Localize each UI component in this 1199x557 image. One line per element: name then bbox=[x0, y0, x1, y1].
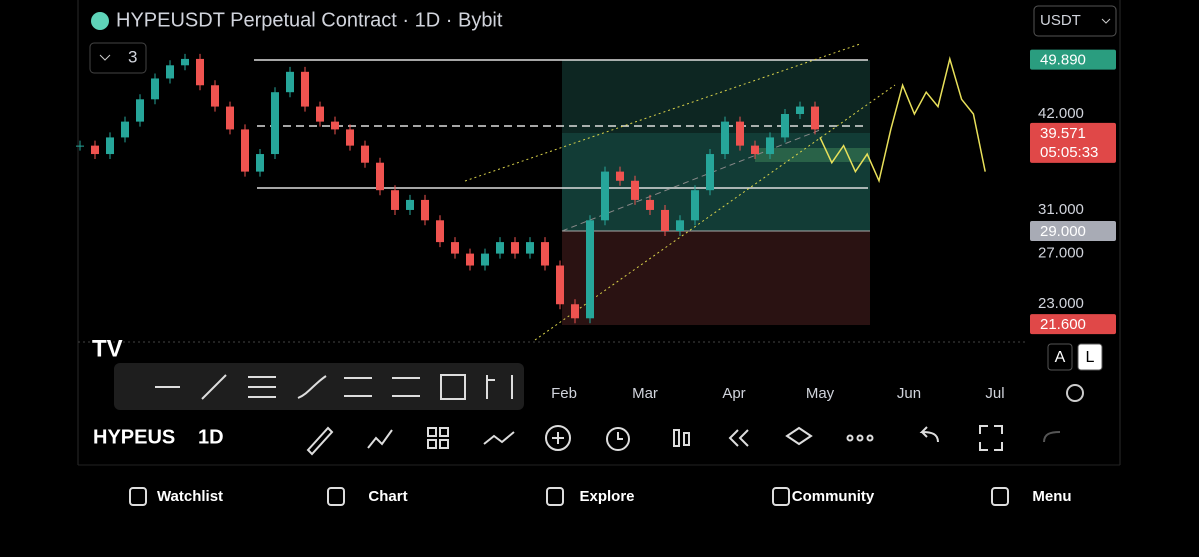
candle-body bbox=[451, 242, 459, 254]
candle-body bbox=[421, 199, 429, 221]
candle-body bbox=[316, 106, 324, 122]
candle-body bbox=[631, 180, 639, 200]
candle-body bbox=[196, 58, 204, 86]
price-label-text: 29.000 bbox=[1040, 223, 1086, 240]
x-tick-label: Jun bbox=[897, 385, 921, 402]
chart-title: HYPEUSDT Perpetual Contract · 1D · Bybit bbox=[116, 9, 503, 31]
candle-body bbox=[466, 253, 474, 266]
y-tick-label: 27.000 bbox=[1038, 245, 1084, 262]
nav-icon[interactable] bbox=[129, 487, 147, 506]
price-label-text: 49.890 bbox=[1040, 52, 1086, 69]
candle-body bbox=[706, 154, 714, 191]
candle-body bbox=[391, 190, 399, 210]
candle-body bbox=[811, 106, 819, 130]
candle-body bbox=[121, 121, 129, 138]
candle-body bbox=[676, 220, 684, 232]
candle-body bbox=[481, 253, 489, 266]
candle-body bbox=[601, 171, 609, 221]
nav-item[interactable]: Community bbox=[792, 488, 875, 505]
indicator-toggle[interactable] bbox=[89, 42, 147, 74]
candle-body bbox=[346, 129, 354, 146]
candle-body bbox=[721, 121, 729, 155]
candle-body bbox=[526, 242, 534, 254]
candle-body bbox=[751, 145, 759, 155]
price-label bbox=[1030, 221, 1116, 242]
candle-body bbox=[76, 145, 84, 147]
candle-body bbox=[226, 106, 234, 130]
candle-body bbox=[256, 154, 264, 172]
price-label bbox=[1030, 49, 1116, 70]
candle-body bbox=[241, 129, 249, 172]
candle-body bbox=[361, 145, 369, 163]
x-tick-label: Apr bbox=[722, 385, 745, 402]
x-tick-label: May bbox=[806, 385, 835, 402]
drawing-toolbar bbox=[114, 363, 524, 410]
nav-item[interactable]: Explore bbox=[579, 488, 634, 505]
interval[interactable]: 1D bbox=[198, 426, 224, 448]
nav-item[interactable]: Menu bbox=[1032, 488, 1071, 505]
candle-body bbox=[271, 92, 279, 155]
logo: TV bbox=[92, 335, 123, 362]
nav-icon[interactable] bbox=[991, 487, 1009, 506]
candle-body bbox=[766, 137, 774, 155]
price-label-text: 39.571 bbox=[1040, 125, 1086, 142]
candle-body bbox=[286, 71, 294, 93]
candle-body bbox=[106, 137, 114, 155]
candle-body bbox=[736, 121, 744, 146]
x-tick-label: Jul bbox=[985, 385, 1004, 402]
nav-item[interactable]: Watchlist bbox=[157, 488, 223, 505]
candle-body bbox=[616, 171, 624, 181]
candle-body bbox=[376, 162, 384, 191]
y-tick-label: 23.000 bbox=[1038, 295, 1084, 312]
symbol[interactable]: HYPEUS bbox=[93, 426, 175, 448]
candle-body bbox=[91, 145, 99, 155]
candle-body bbox=[151, 78, 159, 100]
nav-icon[interactable] bbox=[772, 487, 790, 506]
settings-icon[interactable] bbox=[1066, 384, 1084, 402]
nav-item[interactable]: Chart bbox=[368, 488, 407, 505]
candle-body bbox=[301, 71, 309, 107]
countdown: 05:05:33 bbox=[1040, 144, 1098, 161]
candle-body bbox=[331, 121, 339, 130]
currency-select[interactable] bbox=[1033, 5, 1117, 37]
candle-body bbox=[691, 190, 699, 221]
candle-body bbox=[181, 58, 189, 66]
x-tick-label: Feb bbox=[551, 385, 577, 402]
scale-button[interactable] bbox=[1077, 343, 1103, 371]
nav-icon[interactable] bbox=[546, 487, 564, 506]
scale-button-label: A bbox=[1055, 349, 1066, 366]
x-tick-label: Mar bbox=[632, 385, 658, 402]
y-tick-label: 42.000 bbox=[1038, 105, 1084, 122]
candle-body bbox=[781, 114, 789, 138]
price-label bbox=[1030, 122, 1116, 163]
candle-body bbox=[646, 199, 654, 210]
y-tick-label: 31.000 bbox=[1038, 201, 1084, 218]
scale-button-label: L bbox=[1086, 349, 1095, 366]
candle-body bbox=[166, 65, 174, 79]
nav-icon[interactable] bbox=[327, 487, 345, 506]
currency: USDT bbox=[1040, 12, 1081, 29]
candle-body bbox=[436, 220, 444, 243]
candle-body bbox=[586, 220, 594, 319]
candle-body bbox=[511, 242, 519, 254]
candle-body bbox=[796, 106, 804, 115]
candle-body bbox=[571, 304, 579, 319]
candle-body bbox=[406, 199, 414, 210]
price-label bbox=[1030, 314, 1116, 335]
scale-button[interactable] bbox=[1047, 343, 1073, 371]
candle-body bbox=[136, 99, 144, 122]
candle-body bbox=[661, 209, 669, 232]
candle-body bbox=[211, 85, 219, 107]
candle-body bbox=[541, 242, 549, 266]
indicator-count: 3 bbox=[128, 47, 137, 66]
candle-body bbox=[496, 242, 504, 254]
candle-body bbox=[556, 265, 564, 305]
price-label-text: 21.600 bbox=[1040, 316, 1086, 333]
projection-line bbox=[819, 56, 986, 184]
